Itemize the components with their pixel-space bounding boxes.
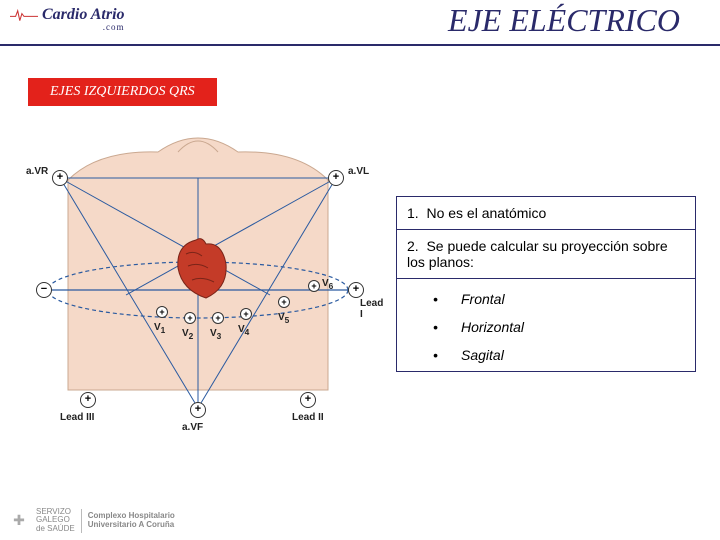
lead1-pos: +: [348, 282, 364, 298]
ecg-leads-diagram: + + − + + + + + + + + + + a.VR a.VL Lead…: [8, 130, 388, 430]
item1-text: No es el anatómico: [426, 205, 546, 221]
footer-org1: SERVIZO GALEGO de SAÚDE: [36, 508, 75, 534]
v5-electrode: +: [278, 296, 290, 308]
item1-num: 1.: [407, 205, 419, 221]
info-box: 1. No es el anatómico 2. Se puede calcul…: [396, 196, 696, 372]
item2-num: 2.: [407, 238, 419, 254]
sub-item: •Frontal: [397, 285, 695, 313]
subtitle-tag: EJES IZQUIERDOS QRS: [28, 78, 217, 106]
sub-item: •Sagital: [397, 341, 695, 369]
info-item-1: 1. No es el anatómico: [397, 197, 695, 230]
info-sublist: •Frontal •Horizontal •Sagital: [397, 279, 695, 371]
lead3-electrode: +: [80, 392, 96, 408]
logo-text: Cardio Atrio: [42, 6, 125, 23]
sergas-icon: ✚: [8, 510, 30, 532]
v3-electrode: +: [212, 312, 224, 324]
v4-electrode: +: [240, 308, 252, 320]
v1-electrode: +: [156, 306, 168, 318]
label-avr: a.VR: [26, 166, 48, 177]
v6-electrode: +: [308, 280, 320, 292]
label-lead3: Lead III: [60, 412, 94, 423]
avr-electrode: +: [52, 170, 68, 186]
label-v2: V2: [182, 328, 193, 341]
label-v6: V6: [322, 278, 333, 291]
label-lead1: Lead I: [360, 298, 388, 320]
info-item-2: 2. Se puede calcular su proyección sobre…: [397, 230, 695, 279]
label-v3: V3: [210, 328, 221, 341]
footer-logos: ✚ SERVIZO GALEGO de SAÚDE Complexo Hospi…: [8, 508, 175, 534]
label-v4: V4: [238, 324, 249, 337]
sub-text: Sagital: [461, 347, 504, 363]
page-title: EJE ELÉCTRICO: [448, 2, 680, 39]
brand-logo: Cardio Atrio .com: [10, 6, 125, 32]
label-v1: V1: [154, 322, 165, 335]
avf-electrode: +: [190, 402, 206, 418]
sub-text: Horizontal: [461, 319, 524, 335]
sub-item: •Horizontal: [397, 313, 695, 341]
item2-text: Se puede calcular su proyección sobre lo…: [407, 238, 668, 270]
sub-text: Frontal: [461, 291, 505, 307]
label-lead2: Lead II: [292, 412, 324, 423]
label-avf: a.VF: [182, 422, 203, 433]
v2-electrode: +: [184, 312, 196, 324]
lead1-neg: −: [36, 282, 52, 298]
label-avl: a.VL: [348, 166, 369, 177]
avl-electrode: +: [328, 170, 344, 186]
header-bar: Cardio Atrio .com EJE ELÉCTRICO: [0, 0, 720, 46]
heartbeat-icon: [10, 8, 38, 22]
label-v5: V5: [278, 312, 289, 325]
divider: [81, 509, 82, 533]
lead2-electrode: +: [300, 392, 316, 408]
logo-sub: .com: [10, 22, 125, 32]
footer-org2: Complexo Hospitalario Universitario A Co…: [88, 512, 175, 530]
